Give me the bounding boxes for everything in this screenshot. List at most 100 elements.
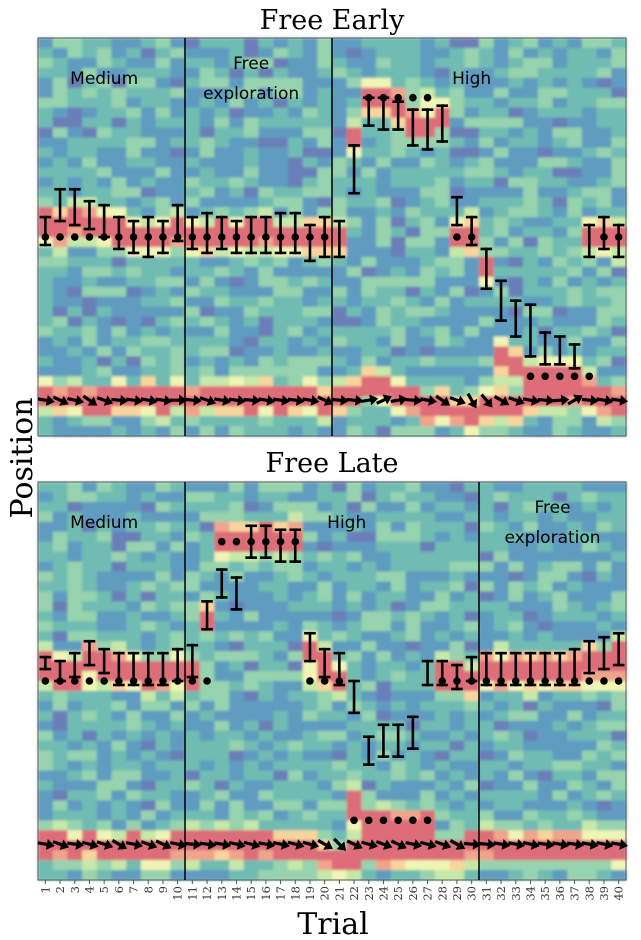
- heatmap-cell: [361, 406, 377, 417]
- heatmap-cell: [493, 491, 509, 503]
- heatmap-cell: [523, 276, 539, 288]
- heatmap-cell: [317, 581, 333, 593]
- heatmap-cell: [67, 57, 83, 69]
- heatmap-cell: [361, 651, 377, 662]
- heatmap-cell: [82, 601, 98, 612]
- heatmap-cell: [420, 207, 436, 218]
- x-tick-label: 4: [82, 886, 96, 893]
- heatmap-cell: [552, 38, 568, 49]
- heatmap-cell: [214, 177, 230, 188]
- heatmap-cell: [390, 356, 407, 367]
- heatmap-cell: [243, 482, 260, 493]
- heatmap-cell: [302, 710, 318, 722]
- heatmap-cell: [38, 266, 54, 278]
- heatmap-cell: [258, 730, 274, 742]
- heatmap-cell: [376, 870, 392, 881]
- heatmap-cell: [420, 641, 436, 652]
- heatmap-cell: [596, 760, 612, 772]
- heatmap-cell: [287, 386, 304, 397]
- heatmap-cell: [82, 531, 98, 543]
- heatmap-cell: [567, 376, 583, 387]
- heatmap-cell: [464, 770, 480, 782]
- heatmap-cell: [229, 256, 245, 268]
- target-dot: [600, 677, 608, 685]
- error-bar: [495, 651, 507, 687]
- heatmap-cell: [390, 611, 407, 622]
- heatmap-cell: [229, 770, 245, 782]
- heatmap-cell: [552, 641, 568, 652]
- heatmap-cell: [449, 177, 465, 188]
- heatmap-cell: [523, 117, 539, 129]
- heatmap-cell: [434, 356, 451, 367]
- heatmap-cell: [52, 406, 68, 417]
- error-bar: [260, 524, 272, 559]
- phase-label: Free exploration: [203, 54, 299, 104]
- heatmap-cell: [596, 366, 612, 377]
- heatmap-cell: [567, 336, 583, 348]
- heatmap-cell: [111, 376, 127, 387]
- heatmap-cell: [434, 97, 451, 109]
- heatmap-cell: [52, 830, 68, 841]
- heatmap-cell: [361, 770, 377, 782]
- heatmap-cell: [537, 246, 554, 258]
- heatmap-cell: [405, 336, 421, 348]
- heatmap-cell: [420, 521, 436, 533]
- heatmap-cell: [376, 177, 392, 188]
- heatmap-cell: [243, 690, 260, 702]
- heatmap-cell: [346, 482, 362, 493]
- heatmap-cell: [38, 631, 54, 642]
- heatmap-cell: [155, 127, 171, 139]
- heatmap-cell: [596, 551, 612, 563]
- heatmap-cell: [199, 187, 215, 198]
- heatmap-cell: [405, 860, 421, 871]
- heatmap-cell: [508, 386, 524, 397]
- heatmap-cell: [229, 47, 245, 59]
- heatmap-cell: [611, 386, 627, 397]
- heatmap-cell: [273, 501, 289, 513]
- heatmap-cell: [332, 296, 348, 308]
- heatmap-cell: [52, 38, 68, 49]
- heatmap-cell: [258, 266, 274, 278]
- heatmap-cell: [96, 491, 113, 503]
- heatmap-cell: [611, 710, 627, 722]
- heatmap-cell: [464, 700, 480, 712]
- heatmap-cell: [317, 501, 333, 513]
- heatmap-cell: [273, 611, 289, 622]
- heatmap-cell: [229, 482, 245, 493]
- heatmap-cell: [82, 720, 98, 732]
- heatmap-cell: [611, 47, 627, 59]
- heatmap-cell: [126, 482, 142, 493]
- heatmap-cell: [302, 820, 318, 831]
- heatmap-cell: [420, 157, 436, 168]
- heatmap-cell: [317, 870, 333, 881]
- heatmap-cell: [82, 386, 98, 397]
- heatmap-cell: [332, 157, 348, 168]
- heatmap-cell: [96, 810, 113, 821]
- heatmap-cell: [449, 551, 465, 563]
- heatmap-cell: [229, 730, 245, 742]
- heatmap-cell: [420, 790, 436, 801]
- heatmap-cell: [214, 336, 230, 348]
- heatmap-cell: [581, 571, 598, 583]
- heatmap-cell: [346, 860, 362, 871]
- heatmap-cell: [390, 316, 407, 328]
- heatmap-cell: [155, 326, 171, 338]
- heatmap-cell: [82, 326, 98, 338]
- heatmap-cell: [82, 621, 98, 632]
- direction-arrow: [435, 394, 451, 406]
- heatmap-cell: [567, 521, 583, 533]
- heatmap-cell: [346, 207, 362, 218]
- heatmap-cell: [82, 107, 98, 119]
- heatmap-cell: [508, 87, 524, 99]
- heatmap-cell: [199, 336, 215, 348]
- heatmap-cell: [537, 137, 554, 149]
- heatmap-cell: [390, 406, 407, 417]
- heatmap-cell: [493, 531, 509, 543]
- heatmap-cell: [287, 306, 304, 318]
- heatmap-cell: [332, 621, 348, 632]
- heatmap-cell: [170, 521, 186, 533]
- heatmap-cell: [243, 601, 260, 612]
- heatmap-cell: [523, 207, 539, 218]
- heatmap-cell: [111, 770, 127, 782]
- heatmap-cell: [273, 671, 289, 682]
